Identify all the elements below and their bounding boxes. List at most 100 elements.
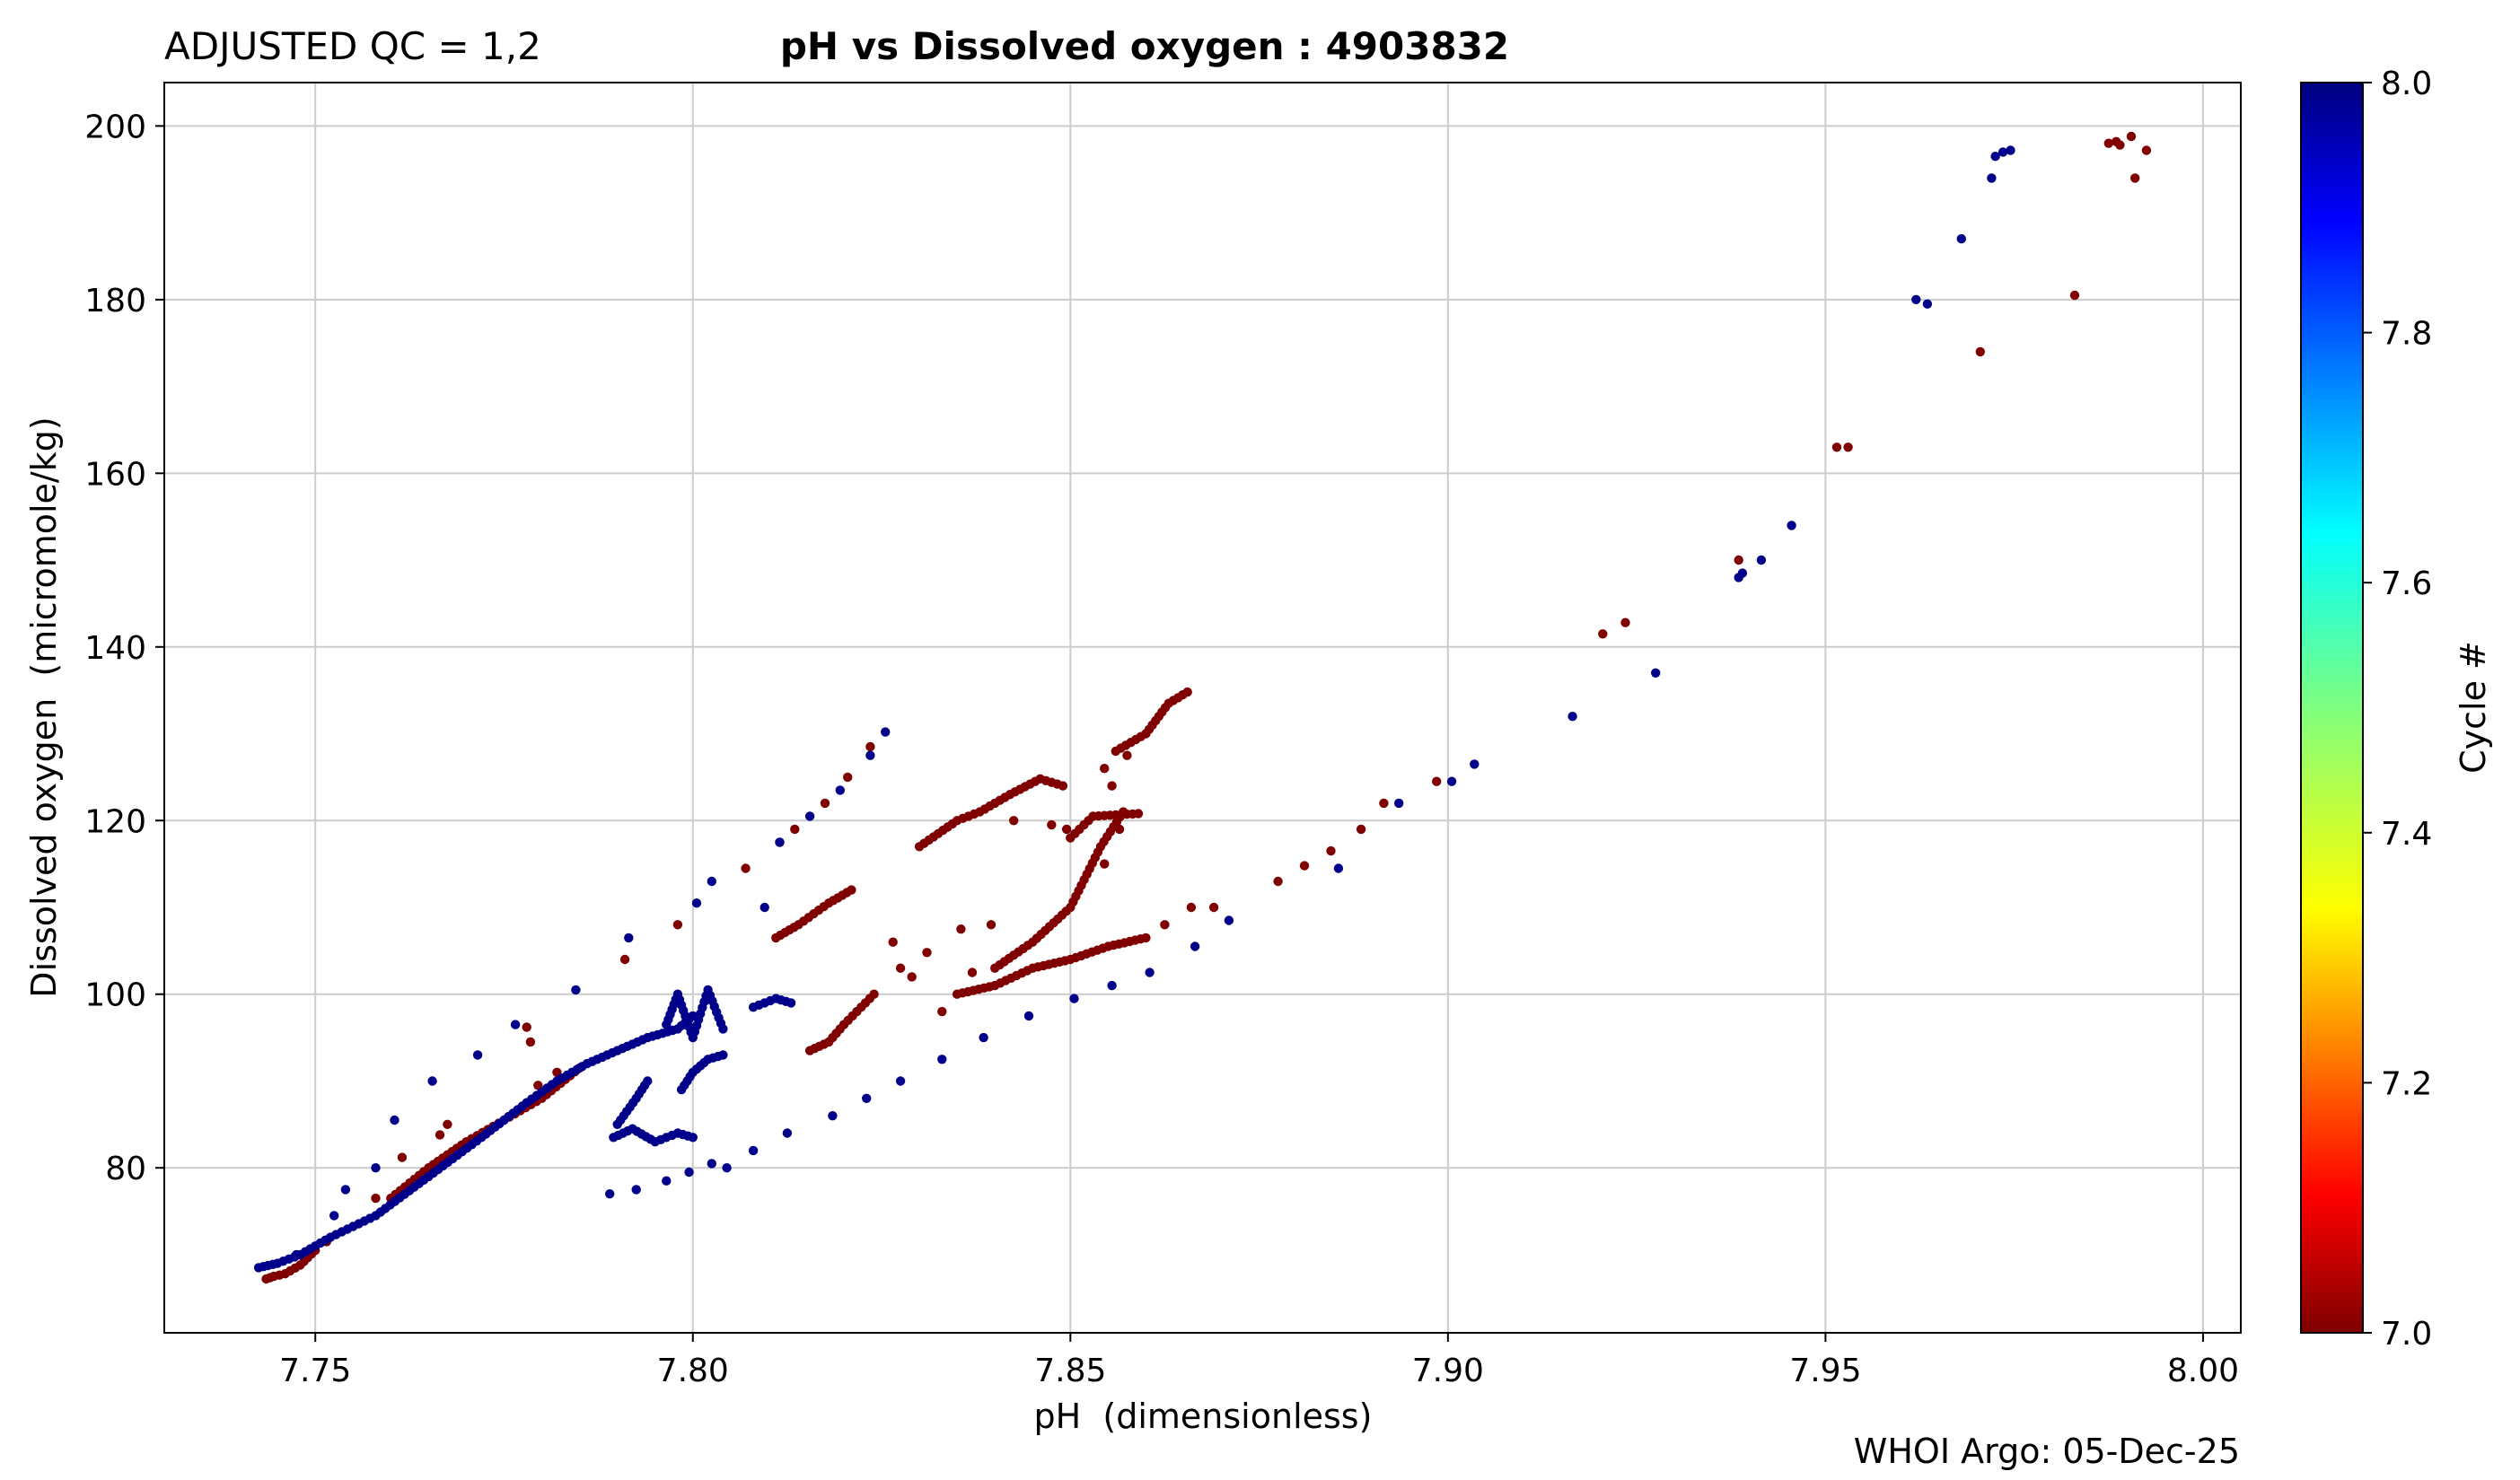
data-point (979, 1032, 988, 1043)
data-point (1069, 994, 1079, 1003)
data-point (691, 898, 702, 908)
data-point (390, 1115, 400, 1125)
data-point (1987, 173, 1997, 183)
colorbar-tick-label: 7.2 (2381, 1065, 2432, 1102)
data-point (1133, 809, 1144, 819)
data-point (1911, 294, 1921, 304)
data-point (2006, 145, 2015, 155)
data-point (371, 1163, 381, 1173)
data-point (1843, 442, 1853, 452)
y-tick-label: 160 (84, 456, 146, 493)
x-tick-label: 7.85 (1034, 1353, 1106, 1389)
data-point (619, 954, 630, 965)
colorbar (2300, 82, 2364, 1334)
data-point (1333, 863, 1344, 873)
data-point (1975, 346, 1985, 357)
data-point (1058, 781, 1068, 791)
data-point (1145, 968, 1155, 977)
data-point (1107, 781, 1117, 791)
data-point (828, 1111, 838, 1121)
y-tick-label: 120 (84, 803, 146, 840)
qc-label: ADJUSTED QC = 1,2 (164, 24, 541, 68)
data-point (1122, 750, 1132, 760)
data-point (1186, 902, 1197, 913)
data-point (865, 750, 875, 760)
data-point (472, 1050, 483, 1060)
data-point (1998, 147, 2008, 157)
data-point (2103, 138, 2113, 148)
data-point (718, 1024, 728, 1034)
data-point (1208, 902, 1219, 913)
data-point (688, 1133, 698, 1143)
data-point (510, 1020, 521, 1029)
chart-title: pH vs Dissolved oxygen : 4903832 (780, 24, 1509, 68)
data-point (895, 963, 906, 973)
data-point (790, 824, 800, 835)
data-point (1107, 980, 1117, 991)
data-point (1598, 629, 1608, 639)
data-point (967, 968, 978, 977)
data-point (888, 937, 898, 947)
data-point (1114, 824, 1125, 835)
data-point (1756, 555, 1767, 565)
plot-frame (163, 82, 2242, 1334)
data-point (835, 785, 845, 795)
y-axis: 80 100 120 140 160 180 200 (84, 109, 164, 1187)
data-point (1009, 816, 1019, 826)
data-point (329, 1211, 339, 1221)
data-point (684, 1167, 694, 1178)
data-point (1160, 920, 1170, 930)
data-point (1394, 798, 1404, 809)
data-point (1299, 861, 1310, 871)
data-point (869, 989, 879, 999)
data-point (922, 948, 932, 958)
data-point (435, 1130, 445, 1140)
data-point (605, 1189, 615, 1199)
y-tick-label: 200 (84, 109, 146, 145)
data-point (1356, 824, 1366, 835)
data-point (782, 1128, 793, 1138)
data-point (748, 1145, 759, 1156)
data-point (1734, 555, 1743, 565)
data-point (1620, 617, 1630, 627)
data-point (1061, 824, 1072, 835)
data-point (1567, 712, 1577, 722)
data-point (718, 1050, 728, 1060)
data-point (522, 1022, 531, 1032)
data-point (907, 972, 917, 982)
y-tick-label: 100 (84, 977, 146, 1014)
data-point (1432, 776, 1442, 786)
y-tick-label: 80 (105, 1151, 146, 1187)
data-points (253, 131, 2152, 1284)
data-point (707, 1159, 716, 1169)
data-point (371, 1193, 381, 1204)
data-point (722, 1163, 732, 1173)
x-tick-label: 7.95 (1789, 1353, 1861, 1389)
y-axis-label: Dissolved oxygen (micromole/kg) (24, 416, 64, 997)
y-tick-label: 140 (84, 630, 146, 667)
colorbar-label: Cycle # (2454, 641, 2493, 774)
data-point (1023, 1011, 1034, 1021)
data-point (643, 1076, 653, 1086)
data-point (1379, 798, 1389, 809)
data-point (1787, 521, 1796, 530)
data-point (1470, 759, 1480, 769)
data-point (865, 741, 875, 752)
data-point (986, 920, 997, 930)
data-point (2141, 145, 2152, 155)
x-tick-label: 7.80 (657, 1353, 729, 1389)
colorbar-tick-label: 7.8 (2381, 316, 2432, 353)
colorbar-tick-label: 7.6 (2381, 565, 2432, 602)
data-point (1737, 568, 1748, 578)
colorbar-ticks: 7.0 7.2 7.4 7.6 7.8 8.0 (2363, 66, 2432, 1353)
data-point (292, 1249, 302, 1260)
x-axis-label: pH (dimensionless) (1034, 1397, 1373, 1436)
data-point (1990, 152, 2000, 162)
colorbar-tick-label: 7.0 (2381, 1316, 2432, 1353)
data-point (662, 1176, 672, 1186)
x-tick-label: 8.00 (2167, 1353, 2239, 1389)
data-point (881, 727, 891, 737)
data-point (847, 885, 856, 895)
data-point (956, 924, 966, 934)
